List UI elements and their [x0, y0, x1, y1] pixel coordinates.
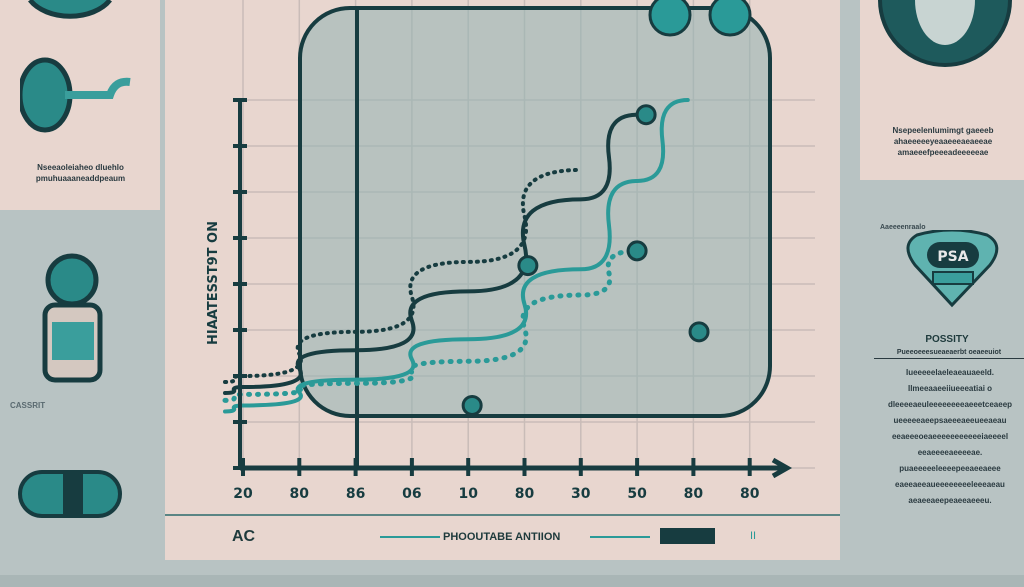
- right-body: Iueeeeelaeleaeauaeeld. Ilmeeaaeeiiueeeat…: [887, 368, 1013, 505]
- legend-label: PHOOUTABE ANTIION: [443, 531, 561, 543]
- decor-circle: [648, 0, 692, 37]
- highlight-region: [298, 6, 772, 418]
- x-tick-label: 80: [684, 486, 704, 502]
- y-axis-label: HIAATESST9T ON: [206, 221, 221, 345]
- x-axis: [240, 457, 793, 479]
- x-tick-label: 50: [627, 486, 647, 502]
- data-point: [635, 104, 657, 126]
- left-caption: Nseeaoleiaheo dluehlo pmuhuaaaneaddpeaum: [35, 163, 126, 183]
- series-line-solid-teal: [223, 98, 690, 414]
- data-point: [461, 394, 483, 416]
- x-tick-label: 30: [571, 486, 591, 502]
- right-caption: Nsepeelenlumimgt gaeeeb ahaeeeeeyeaaeeea…: [892, 126, 994, 157]
- ring-icon: [878, 0, 1012, 67]
- left-label: CASSRIT: [10, 401, 46, 410]
- right-heading: POSSITY: [925, 334, 969, 345]
- chart: 20 80 86 06 10 80 30 50 80 80 HIAATESST9T ON: [165, 0, 840, 544]
- data-point: [688, 321, 710, 343]
- x-tick-label: 86: [346, 486, 365, 502]
- x-tick-label: 10: [458, 486, 478, 502]
- badge-label: Aaeeeenraalo: [880, 224, 926, 231]
- x-tick-label: 80: [290, 486, 310, 502]
- right-top-panel: Nsepeelenlumimgt gaeeeb ahaeeeeeyeaaeeea…: [860, 0, 1024, 180]
- x-tick-label: 80: [515, 486, 535, 502]
- data-point: [626, 240, 648, 262]
- pill-bottle-icon: [42, 253, 103, 383]
- footer-right: II: [750, 530, 757, 542]
- left-top-panel: Nseeaoleiaheo dluehlo pmuhuaaaneaddpeaum: [0, 0, 160, 210]
- footer-left: AC: [232, 528, 256, 545]
- psa-badge-icon: PSA: [906, 230, 999, 308]
- organ-icon: [20, 57, 73, 133]
- series-line-solid-dark: [223, 112, 640, 396]
- capsule-icon: [18, 470, 122, 518]
- badge-text: PSA: [937, 249, 968, 265]
- decor-circle: [708, 0, 752, 37]
- bottom-strip: [0, 575, 1024, 587]
- legend-swatch: [660, 528, 715, 544]
- data-point: [517, 255, 539, 277]
- gauge-icon: [20, 0, 131, 133]
- right-subheading: Pueeoeeesueaeaerbt oeaeeuiot: [874, 347, 1024, 359]
- x-tick-label: 80: [740, 486, 760, 502]
- x-tick-label: 20: [233, 486, 253, 502]
- x-tick-label: 06: [402, 486, 421, 502]
